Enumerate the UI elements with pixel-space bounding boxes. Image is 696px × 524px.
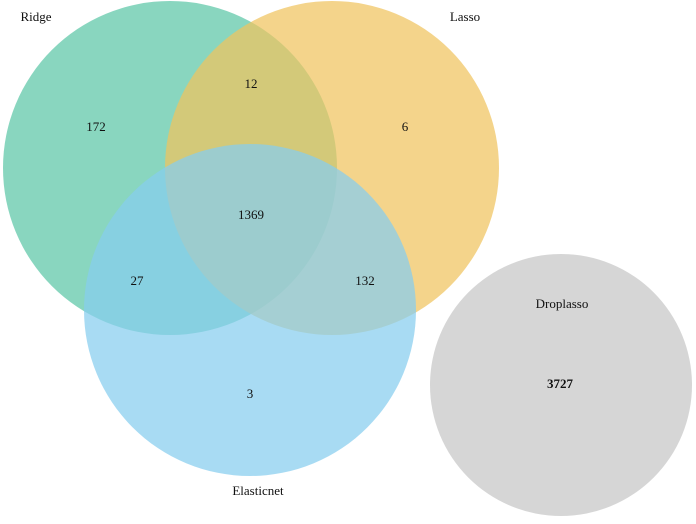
- set-label: Ridge: [20, 9, 51, 24]
- set-label: Lasso: [450, 9, 480, 24]
- region-count: 27: [131, 273, 145, 288]
- region-count: 172: [86, 119, 106, 134]
- region-count: 6: [402, 119, 409, 134]
- region-count: 3727: [547, 376, 574, 391]
- set-label: Droplasso: [536, 296, 589, 311]
- set-circle: [430, 254, 692, 516]
- set-circle: [84, 144, 416, 476]
- region-count: 12: [245, 76, 258, 91]
- set-label: Elasticnet: [232, 483, 284, 498]
- region-count: 1369: [238, 207, 264, 222]
- region-count: 3: [247, 386, 254, 401]
- region-count: 132: [355, 273, 375, 288]
